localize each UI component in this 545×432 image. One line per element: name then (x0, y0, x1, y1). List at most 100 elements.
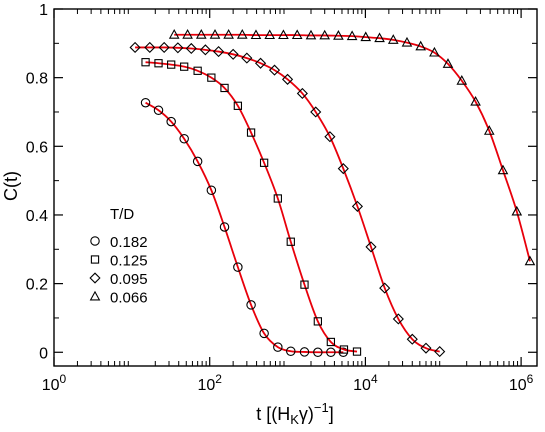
data-point-circle (259, 328, 269, 339)
data-point-diamond (296, 87, 308, 100)
data-point-diamond (212, 45, 225, 58)
data-point-square (193, 66, 202, 75)
plot-frame (53, 8, 538, 367)
data-point-circle (286, 346, 296, 356)
data-point-triangle (195, 29, 207, 39)
data-point-square (180, 62, 189, 71)
x-tick-label: 104 (353, 372, 378, 394)
data-point-square (246, 128, 256, 137)
data-point-triangle (470, 95, 481, 106)
data-point-circle (313, 347, 323, 358)
data-point-diamond (337, 163, 349, 175)
data-point-diamond (158, 41, 170, 54)
data-point-circle (273, 342, 283, 352)
y-tick-label: 1 (39, 2, 48, 19)
data-point-circle (179, 134, 189, 144)
x-tick-label: 102 (197, 372, 222, 394)
data-point-triangle (305, 29, 317, 40)
fit-line-0.095 (135, 46, 440, 353)
data-point-square (220, 83, 229, 93)
y-tick-label: 0.8 (26, 71, 48, 88)
data-point-diamond (406, 333, 418, 345)
data-point-circle (140, 97, 151, 108)
data-point-square (207, 73, 216, 82)
data-point-triangle (429, 46, 440, 57)
data-point-circle (233, 262, 243, 272)
x-tick-label: 100 (42, 372, 67, 394)
data-point-diamond (227, 48, 239, 60)
y-axis-title: C(t) (1, 171, 21, 201)
data-point-square (339, 345, 349, 354)
legend-marker-circle (90, 236, 100, 246)
y-tick-label: 0 (39, 345, 48, 362)
y-tick-label: 0.4 (26, 208, 48, 225)
fit-line-0.182 (145, 101, 344, 354)
data-point-diamond (434, 346, 446, 358)
data-point-circle (206, 185, 217, 195)
data-point-triangle (278, 29, 289, 40)
data-point-triangle (360, 31, 372, 42)
data-point-circle (192, 156, 203, 167)
data-point-triangle (236, 29, 248, 39)
data-point-triangle (182, 29, 193, 39)
legend-marker-square (90, 255, 100, 264)
data-point-triangle (291, 29, 303, 40)
data-point-diamond (392, 313, 404, 325)
data-point-square (313, 317, 323, 326)
data-point-square (300, 280, 309, 289)
data-point-triangle (524, 255, 536, 266)
data-point-triangle (511, 205, 523, 216)
legend-label: 0.125 (110, 253, 148, 270)
data-point-square (326, 337, 336, 347)
data-point-triangle (250, 29, 262, 40)
data-point-diamond (351, 200, 364, 212)
data-point-triangle (497, 164, 509, 175)
data-point-square (154, 59, 163, 68)
data-point-square (273, 194, 282, 203)
data-point-diamond (144, 41, 156, 54)
data-point-diamond (365, 241, 377, 253)
data-point-square (233, 101, 243, 110)
data-point-triangle (223, 29, 234, 39)
data-point-triangle (401, 36, 413, 47)
fit-line-0.066 (174, 33, 531, 262)
data-point-circle (153, 105, 164, 116)
data-point-diamond (379, 282, 391, 294)
data-point-triangle (319, 29, 331, 40)
data-point-triangle (333, 30, 344, 40)
data-point-diamond (281, 73, 294, 85)
data-point-square (167, 60, 176, 69)
data-point-triangle (209, 29, 221, 39)
data-point-diamond (254, 57, 267, 69)
data-point-circle (299, 347, 310, 357)
data-point-square (286, 237, 295, 246)
data-point-triangle (456, 75, 468, 85)
data-point-circle (219, 222, 230, 232)
legend-title: T/D (110, 206, 134, 223)
data-point-triangle (168, 29, 180, 39)
y-tick-label: 0.2 (26, 277, 48, 294)
data-point-triangle (264, 29, 276, 40)
legend-marker-triangle (89, 290, 101, 301)
fit-line-0.125 (145, 61, 358, 353)
data-point-square (352, 347, 362, 356)
data-point-diamond (241, 52, 253, 64)
x-axis-title: t [(HKγ)−1] (256, 400, 334, 427)
data-point-circle (246, 300, 256, 310)
data-point-square (141, 58, 150, 67)
data-point-diamond (310, 106, 322, 118)
data-point-triangle (483, 125, 495, 135)
data-point-circle (166, 116, 176, 127)
data-point-circle (326, 347, 336, 358)
legend-label: 0.066 (110, 290, 148, 307)
data-point-triangle (442, 58, 454, 68)
x-tick-label: 106 (509, 372, 534, 394)
data-point-diamond (172, 42, 184, 54)
data-point-diamond (129, 41, 141, 54)
data-point-diamond (185, 42, 197, 55)
data-point-triangle (346, 30, 358, 41)
data-point-triangle (387, 34, 399, 44)
y-tick-label: 0.6 (26, 139, 48, 156)
data-point-triangle (415, 40, 427, 51)
data-point-triangle (374, 32, 385, 43)
